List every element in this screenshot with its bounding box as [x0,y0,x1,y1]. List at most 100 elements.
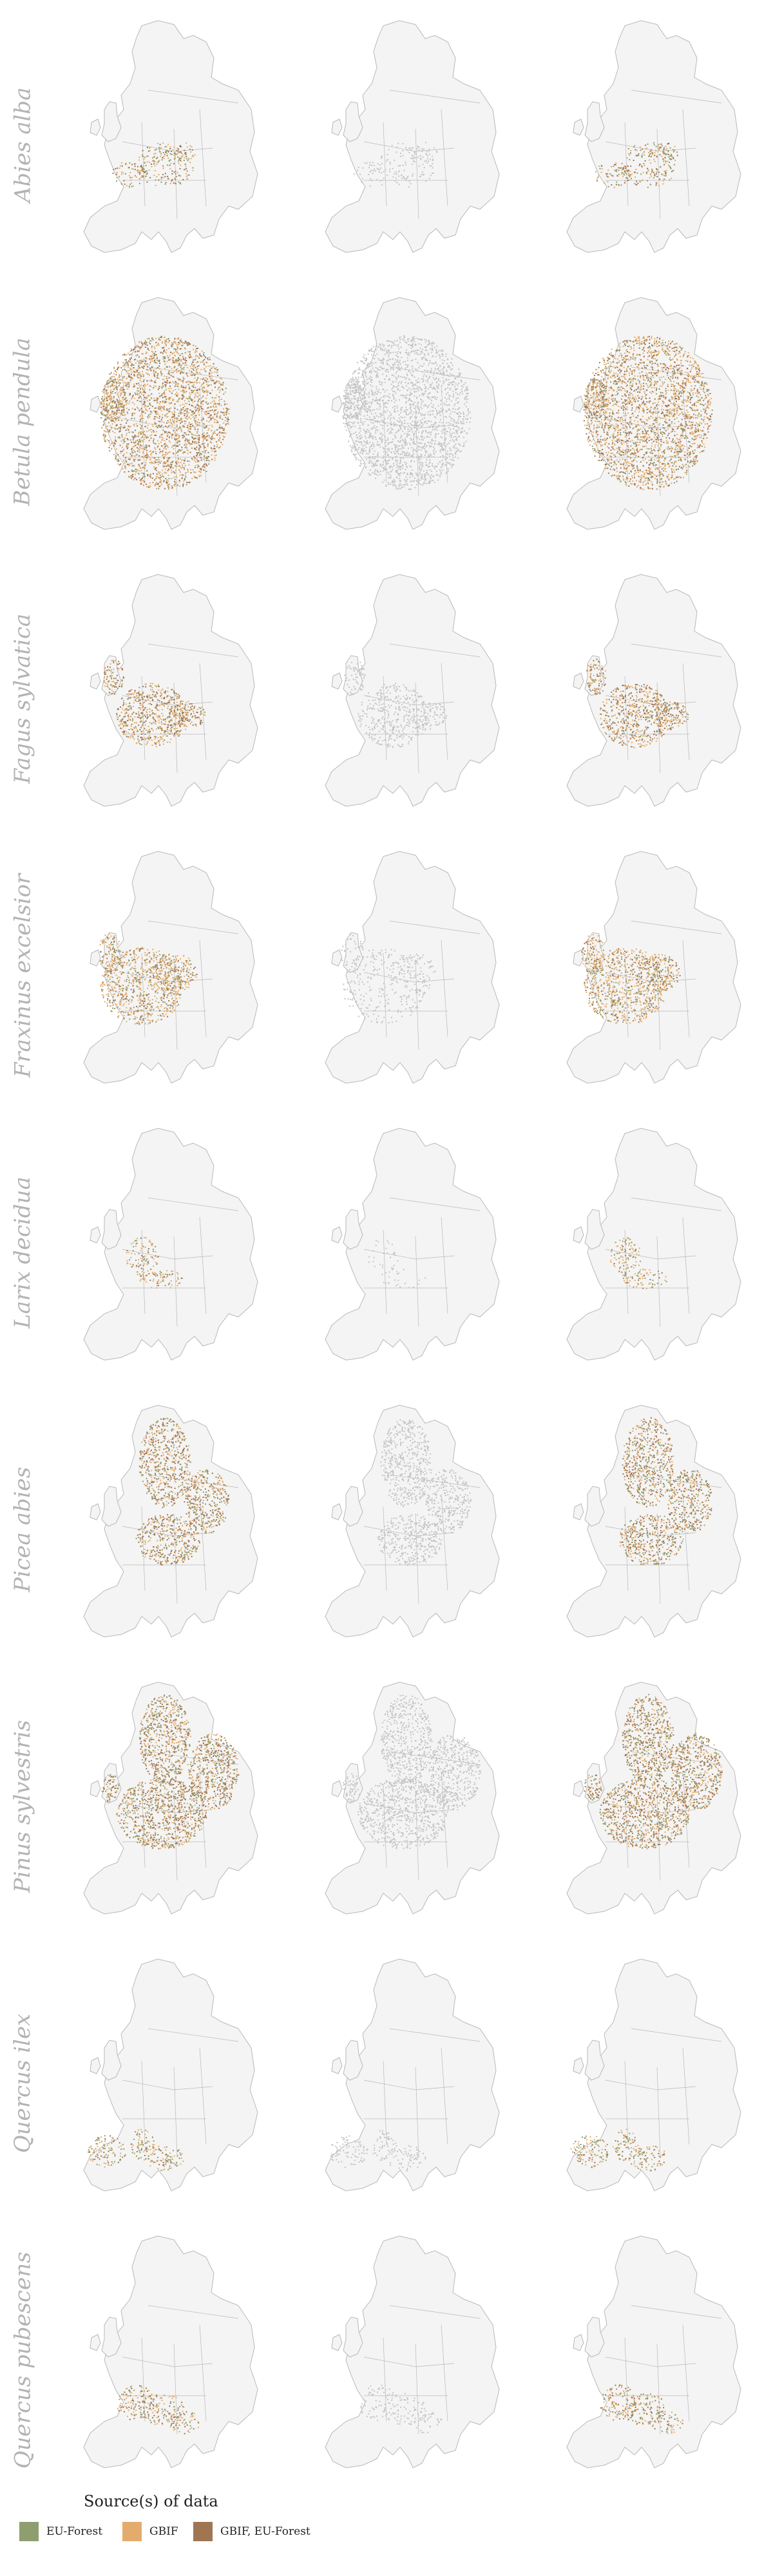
country-border [363,2079,455,2090]
legend-swatch-eu-forest [19,2522,39,2541]
country-border [631,2305,722,2319]
species-label: Fraxinus excelsior [0,837,45,1114]
uk-shape [343,1763,363,1804]
eu-forest-points [621,1424,710,1566]
country-border [148,920,239,934]
ireland-shape [331,395,343,413]
country-border [605,2079,696,2090]
country-border [122,1249,213,1260]
uk-shape [343,932,363,973]
country-border [441,386,448,484]
europe-basemap [83,20,258,253]
country-border [199,663,207,761]
europe-basemap [83,1958,258,2192]
species-name: Quercus ilex [10,2014,35,2153]
map-sources-alt [528,1674,747,1938]
country-border [383,2060,387,2145]
species-name: Pinus sylvestris [10,1720,35,1893]
country-border [605,1803,696,1814]
gbif-eu-forest-points [126,1243,182,1287]
country-border [682,2324,690,2422]
gbif-eu-forest-points [137,1418,229,1566]
legend-item-gbif-eu-forest: GBIF, EU-Forest [193,2522,310,2541]
distribution-points [360,2384,443,2434]
country-border [363,972,455,983]
country-border [441,940,448,1037]
ireland-shape [331,672,343,690]
country-border [199,940,207,1037]
eu-forest-points [88,2130,181,2172]
uk-shape [343,2316,363,2358]
map-sources-alt [528,1121,747,1385]
ireland-shape [331,2334,343,2351]
country-border [148,1197,239,1211]
gbif-eu-forest-points [118,2385,200,2434]
uk-shape [584,1486,605,1527]
ireland-shape [573,395,584,413]
country-border [441,109,448,207]
country-border [631,1197,722,1211]
gbif-eu-forest-points [584,1698,723,1849]
distribution-points [344,661,448,748]
gbif-points [600,2384,684,2434]
country-border [415,1790,419,1881]
country-border [682,109,690,207]
europe-basemap [83,851,258,1084]
species-label: Quercus pubescens [0,2222,45,2499]
europe-basemap [325,20,500,253]
country-border [199,1493,207,1591]
gbif-eu-forest-points [611,1241,663,1289]
europe-basemap [325,1128,500,1361]
uk-shape [343,101,363,142]
map-sources [45,1397,264,1662]
distribution-points [377,1419,472,1566]
eu-forest-points [584,1694,720,1848]
species-row: Larix decidua [0,1114,773,1391]
species-row: Quercus pubescens [0,2222,773,2499]
distribution-points [343,1694,481,1850]
species-row: Quercus ilex [0,1945,773,2222]
country-border [415,2344,419,2435]
country-border [141,1783,146,1868]
map-distribution [287,2228,506,2492]
country-border [383,1783,387,1868]
map-distribution [287,567,506,831]
uk-shape [584,2316,605,2358]
ireland-shape [331,1503,343,1520]
country-border [656,1790,661,1881]
gbif-eu-forest-points [104,661,204,746]
uk-shape [343,1209,363,1250]
legend-label-eu-forest: EU-Forest [46,2525,102,2538]
country-border [141,2060,146,2145]
country-border [389,366,481,381]
country-border [173,1236,178,1327]
country-border [122,2079,213,2090]
eu-forest-points [615,1237,667,1289]
europe-basemap [83,2235,258,2468]
country-border [656,959,661,1050]
europe-basemap [566,2235,741,2468]
uk-shape [343,1486,363,1527]
ireland-shape [90,118,101,136]
uk-shape [584,1209,605,1250]
eu-forest-points [116,146,194,188]
country-border [624,1506,629,1591]
uk-shape [101,101,122,142]
country-border [389,1197,481,1211]
map-sources-alt [528,1951,747,2215]
distribution-points [353,142,438,188]
country-border [441,2047,448,2145]
ireland-shape [573,672,584,690]
country-border [682,386,690,484]
uk-shape [584,101,605,142]
ireland-shape [331,2057,343,2074]
ireland-shape [573,1780,584,1797]
country-border [141,2337,146,2422]
country-border [363,695,455,706]
gbif-eu-forest-points [102,1695,240,1850]
country-border [682,940,690,1037]
country-border [631,90,722,104]
country-border [415,1236,419,1327]
map-sources-alt [528,13,747,277]
